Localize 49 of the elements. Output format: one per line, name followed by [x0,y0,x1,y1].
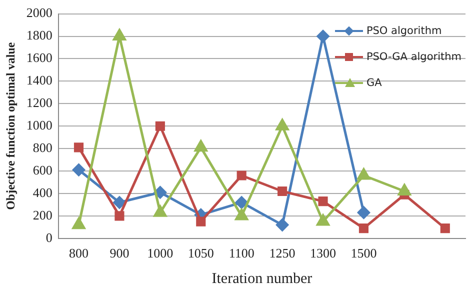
point [114,211,124,221]
point [316,214,330,226]
point [235,208,248,220]
point [318,196,328,206]
y-tick-label: 0 [46,230,52,245]
y-tick-label: 2000 [26,5,52,20]
x-tick-label: 1050 [188,246,214,261]
x-tick-label: 1300 [310,246,336,261]
point [236,170,246,180]
legend-label: PSO-GA algorithm [366,50,462,63]
point [154,186,166,199]
point [235,196,248,209]
point [194,140,208,152]
point [358,224,369,234]
x-tick-label: 1100 [228,246,254,261]
legend-label: PSO algorithm [366,24,442,37]
point [278,186,288,196]
x-tick-label: 800 [69,246,89,261]
point [113,196,126,209]
x-tick-label: 1250 [269,246,296,261]
point [357,206,370,219]
x-tick-label: 1500 [350,246,377,261]
y-tick-label: 1000 [26,118,52,133]
x-tick-label: 900 [110,246,130,261]
point [196,216,206,226]
point [440,224,450,234]
point [316,30,330,43]
point [357,168,370,180]
point [398,184,411,196]
point [72,164,86,176]
y-tick-label: 1600 [26,50,52,66]
x-tick-label: 1000 [147,246,174,261]
y-tick-label: 1200 [26,95,52,110]
y-axis-title: Objective function optimal value [3,42,18,210]
point [74,142,84,152]
y-tick-label: 200 [32,207,52,222]
y-tick-label: 800 [32,140,52,155]
y-tick-label: 400 [32,184,52,200]
y-tick-label: 1800 [26,28,52,43]
point [113,29,126,41]
point [276,118,289,130]
point [154,205,167,217]
x-axis-title: Iteration number [212,270,312,287]
point [72,218,86,230]
y-tick-label: 1400 [26,72,52,88]
legend-label: GA [366,76,382,89]
point [155,121,165,131]
point [276,218,289,232]
y-tick-label: 600 [32,162,52,178]
